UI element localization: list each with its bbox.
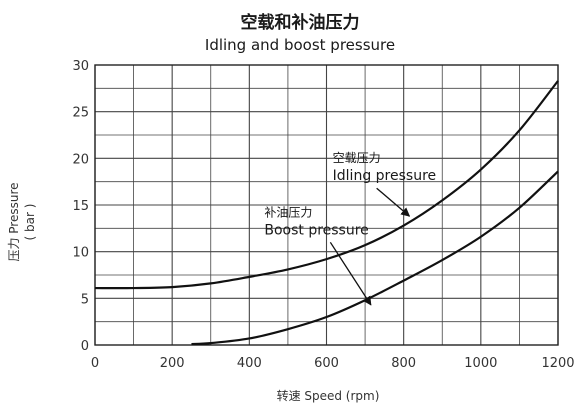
chart-title: 空载和补油压力 — [241, 12, 360, 33]
y-tick-label: 0 — [81, 339, 89, 354]
x-tick-label: 0 — [91, 356, 99, 371]
x-tick-label: 400 — [237, 356, 262, 371]
y-tick-label: 20 — [72, 152, 89, 167]
boost-pressure-line — [191, 170, 559, 346]
annotation-label-en: Idling pressure — [333, 168, 436, 184]
y-tick-label: 15 — [72, 199, 89, 214]
tick-labels: 0 200 400 600 800 1000 1200 0 5 10 15 20 25 30 — [72, 59, 574, 371]
annotation-arrow — [329, 241, 372, 306]
x-axis-label: 转速 Speed (rpm) — [277, 388, 380, 403]
annotation-label-zh: 补油压力 — [264, 205, 312, 219]
y-axis-label: 压力 Pressure — [7, 182, 21, 261]
annotation-label-en: Boost pressure — [264, 222, 368, 238]
y-axis-unit-group: ( bar ) — [23, 204, 37, 241]
y-tick-label: 10 — [72, 246, 89, 261]
y-tick-label: 25 — [72, 106, 89, 121]
grid — [94, 64, 559, 346]
x-tick-label: 600 — [314, 356, 339, 371]
x-tick-label: 1000 — [464, 356, 497, 371]
y-axis-label-group: 压力 Pressure — [7, 182, 21, 261]
annotation-label-zh: 空载压力 — [333, 151, 381, 165]
idling-pressure-line — [94, 80, 559, 290]
chart-subtitle: Idling and boost pressure — [205, 36, 395, 54]
plot-frame — [94, 64, 559, 346]
x-tick-label: 800 — [391, 356, 416, 371]
annotation-arrow — [376, 187, 411, 217]
y-tick-label: 5 — [81, 292, 89, 307]
x-tick-label: 1200 — [541, 356, 574, 371]
y-axis-unit: ( bar ) — [23, 204, 37, 241]
y-tick-label: 30 — [72, 59, 89, 74]
annotations: 空载压力 Idling pressure 补油压力 Boost pressure — [264, 151, 436, 306]
x-tick-label: 200 — [160, 356, 185, 371]
